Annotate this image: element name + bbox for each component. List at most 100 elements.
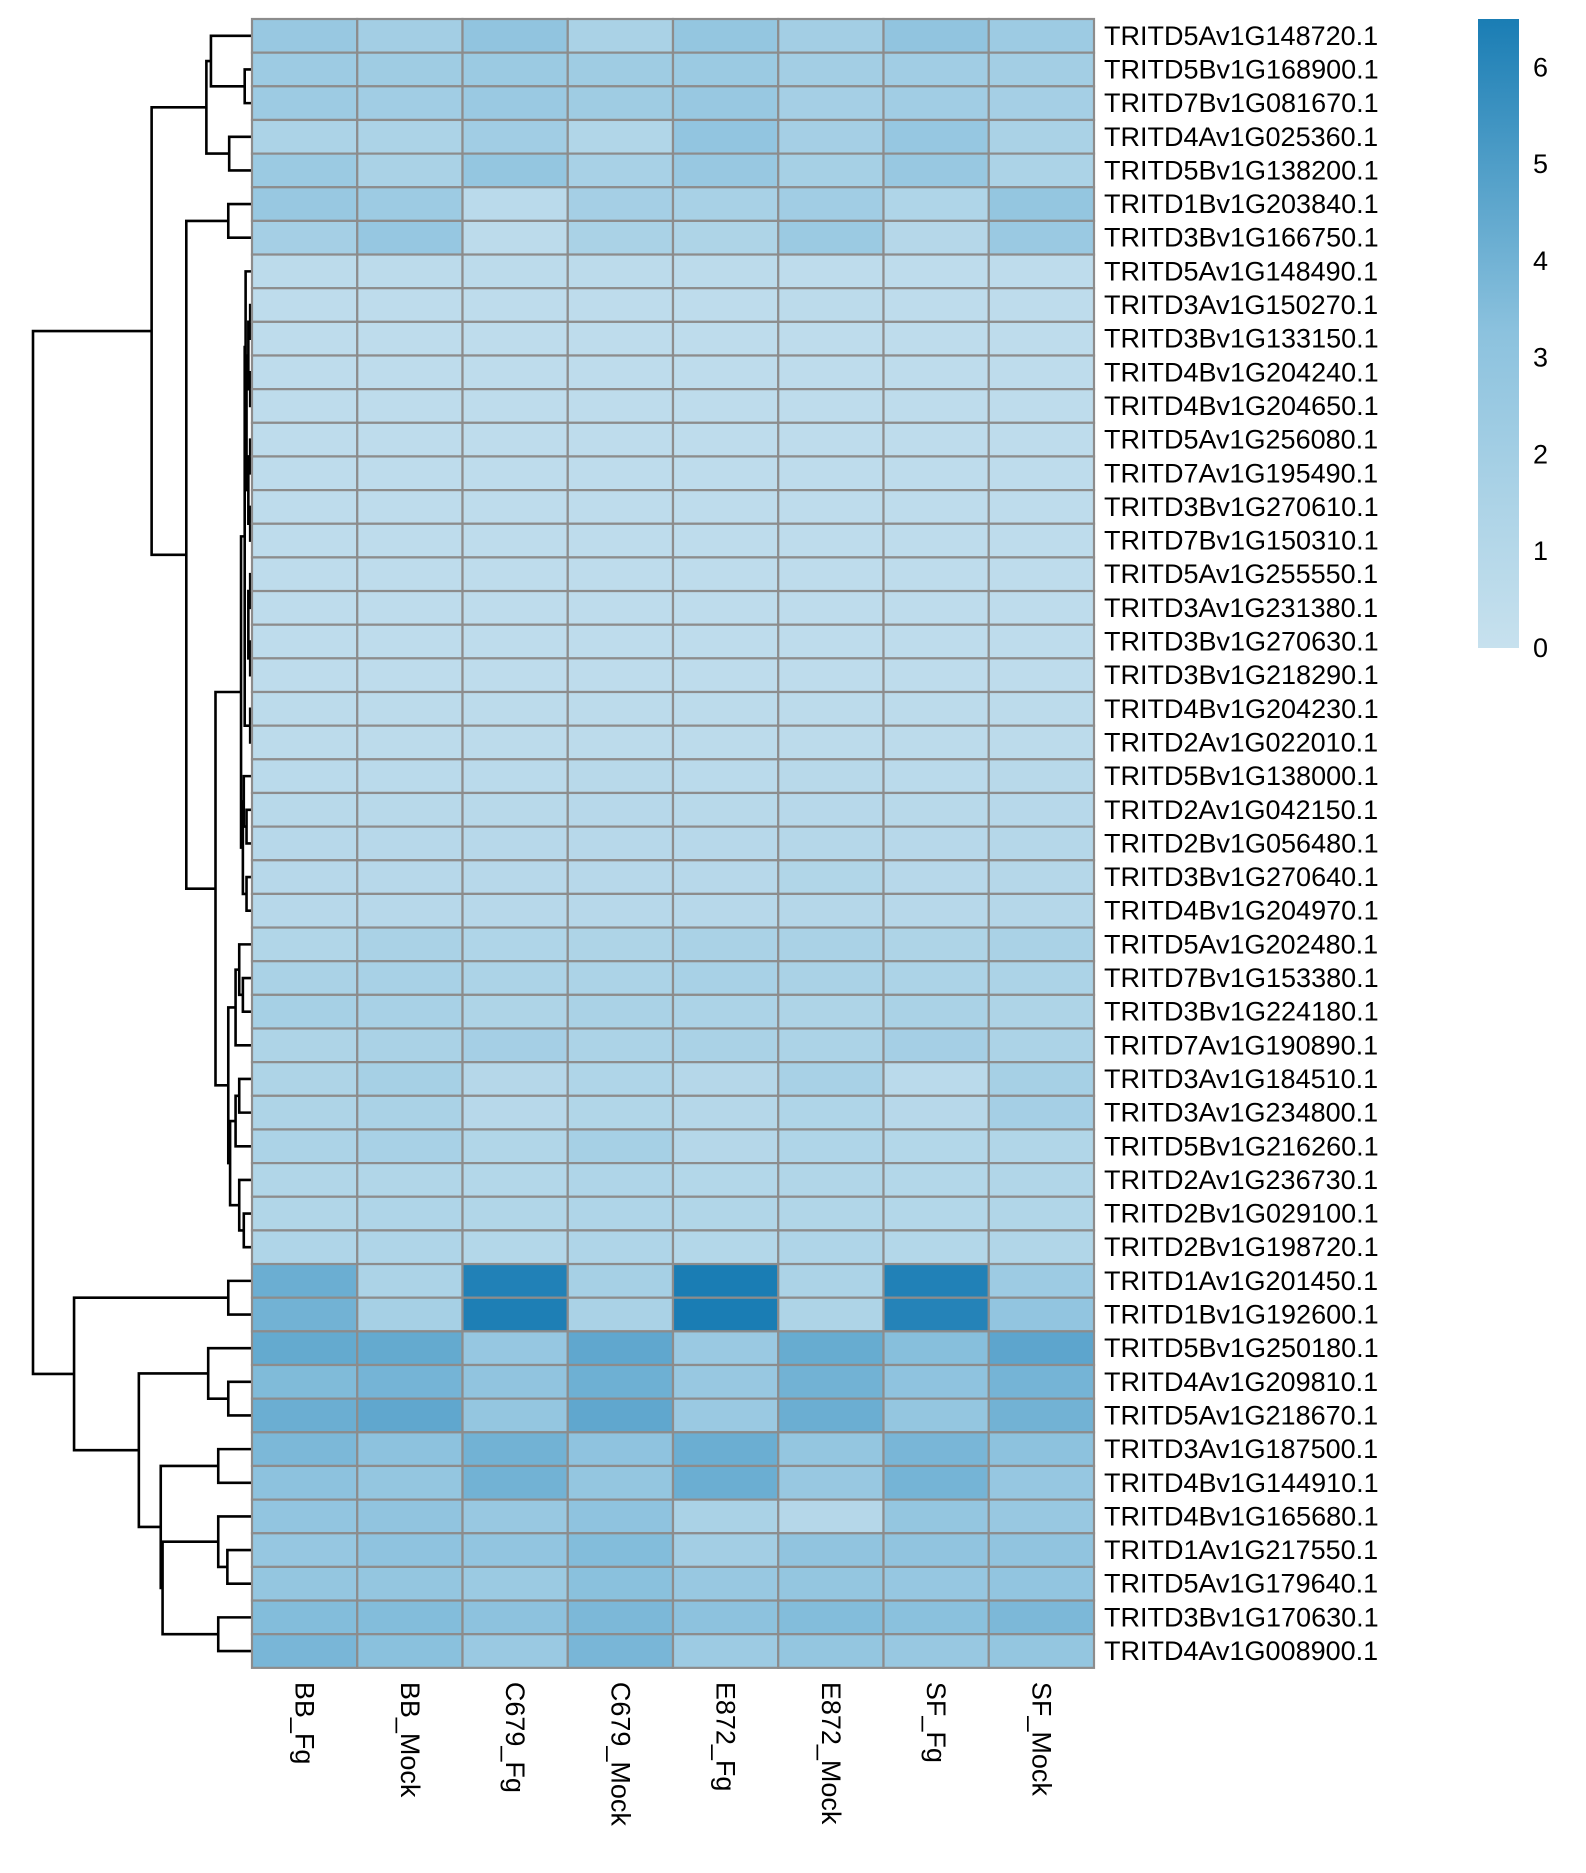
heatmap-cell — [461, 892, 569, 929]
heatmap-cell — [777, 1397, 885, 1434]
dendrogram-branch — [242, 774, 252, 828]
heatmap-cell — [671, 354, 780, 391]
legend-tick-label: 2 — [1533, 439, 1548, 469]
row-dendrogram — [31, 34, 252, 1653]
dendrogram-branch — [216, 1616, 252, 1653]
heatmap-cell — [777, 1094, 885, 1131]
column-label: C679_Mock — [605, 1682, 635, 1827]
heatmap-cell — [566, 186, 675, 223]
heatmap-cell — [777, 287, 885, 323]
heatmap-cell — [882, 960, 990, 996]
heatmap-cell — [250, 1296, 359, 1333]
heatmap-cell — [250, 724, 359, 761]
heatmap-cell — [461, 1262, 569, 1299]
heatmap-cell — [566, 455, 675, 492]
heatmap-cell — [566, 17, 675, 54]
row-label: TRITD3Bv1G270610.1 — [1104, 492, 1379, 522]
heatmap-cell — [987, 17, 1096, 54]
heatmap-cell — [461, 724, 569, 761]
heatmap-cell — [777, 1633, 885, 1669]
heatmap-cell — [250, 589, 359, 626]
heatmap-cell — [566, 320, 675, 357]
heatmap-cell — [987, 724, 1096, 761]
row-label: TRITD4Av1G008900.1 — [1104, 1636, 1378, 1666]
heatmap-cell — [987, 1262, 1096, 1299]
heatmap-cell — [566, 1599, 675, 1636]
dendrogram-branch — [159, 1464, 219, 1590]
heatmap-cell — [777, 320, 885, 357]
heatmap-cell — [777, 556, 885, 593]
heatmap-cell — [882, 1363, 990, 1400]
heatmap-cell — [566, 791, 675, 828]
heatmap-cell — [356, 758, 464, 795]
heatmap-cell — [987, 926, 1096, 963]
heatmap-cell — [882, 926, 990, 963]
heatmap-cell — [250, 1330, 359, 1367]
row-label: TRITD5Av1G255550.1 — [1104, 559, 1378, 589]
column-labels: BB_Fg BB_Mock C679_Fg C679_Mock E872_Fg E872_… — [290, 1682, 1057, 1827]
row-label: TRITD7Bv1G150310.1 — [1104, 526, 1379, 556]
heatmap-cell — [882, 253, 990, 290]
heatmap-cell — [987, 892, 1096, 929]
heatmap-cell — [671, 1161, 780, 1198]
heatmap-cell — [566, 1262, 675, 1299]
heatmap-cell — [566, 489, 675, 525]
heatmap-cell — [461, 522, 569, 559]
heatmap-cell — [250, 51, 359, 88]
row-label: TRITD1Bv1G192600.1 — [1104, 1300, 1379, 1330]
heatmap-cell — [461, 1330, 569, 1367]
heatmap-cell — [250, 960, 359, 996]
dendrogram-branch — [216, 1515, 252, 1569]
heatmap-cell — [461, 1431, 569, 1468]
heatmap-cell — [777, 1498, 885, 1535]
heatmap-cell — [566, 85, 675, 122]
heatmap-cell — [777, 758, 885, 795]
heatmap-cell — [461, 825, 569, 862]
heatmap-cell — [987, 1128, 1096, 1165]
heatmap-cell — [356, 1633, 464, 1669]
heatmap-cell — [250, 522, 359, 559]
heatmap-cell — [461, 993, 569, 1030]
heatmap-cells — [250, 17, 1096, 1669]
heatmap-cell — [987, 118, 1096, 155]
heatmap-cell — [671, 623, 780, 660]
heatmap-cell — [356, 556, 464, 593]
heatmap-cell — [987, 219, 1096, 256]
row-label: TRITD5Av1G256080.1 — [1104, 425, 1378, 455]
heatmap-cell — [671, 85, 780, 122]
heatmap-cell — [987, 85, 1096, 122]
heatmap-cell — [777, 993, 885, 1030]
heatmap-cell — [987, 1363, 1096, 1400]
heatmap-cell — [250, 388, 359, 424]
heatmap-cell — [987, 623, 1096, 660]
heatmap-cell — [987, 1532, 1096, 1569]
heatmap-cell — [882, 1094, 990, 1131]
heatmap-cell — [882, 152, 990, 189]
heatmap-cell — [671, 892, 780, 929]
dendrogram-branch — [226, 1279, 252, 1316]
heatmap-cell — [987, 1397, 1096, 1434]
heatmap-cell — [461, 791, 569, 828]
heatmap-cell — [566, 859, 675, 896]
heatmap-cell — [566, 152, 675, 189]
heatmap-cell — [777, 1330, 885, 1367]
row-label: TRITD5Bv1G216260.1 — [1104, 1131, 1379, 1161]
heatmap-cell — [777, 1296, 885, 1333]
heatmap-cell — [250, 1094, 359, 1131]
heatmap-cell — [566, 219, 675, 256]
heatmap-cell — [356, 1363, 464, 1400]
heatmap-cell — [882, 522, 990, 559]
heatmap-cell — [461, 1599, 569, 1636]
heatmap-cell — [987, 1161, 1096, 1198]
legend-tick-label: 5 — [1533, 149, 1548, 179]
heatmap-cell — [987, 1027, 1096, 1064]
row-label: TRITD2Av1G236730.1 — [1104, 1165, 1378, 1195]
heatmap-cell — [777, 859, 885, 896]
row-label: TRITD4Bv1G204650.1 — [1104, 391, 1379, 421]
heatmap-cell — [987, 791, 1096, 828]
heatmap-cell — [566, 522, 675, 559]
heatmap-cell — [461, 51, 569, 88]
heatmap-cell — [566, 724, 675, 761]
row-label: TRITD2Bv1G198720.1 — [1104, 1232, 1379, 1262]
row-label: TRITD5Bv1G138000.1 — [1104, 761, 1379, 791]
